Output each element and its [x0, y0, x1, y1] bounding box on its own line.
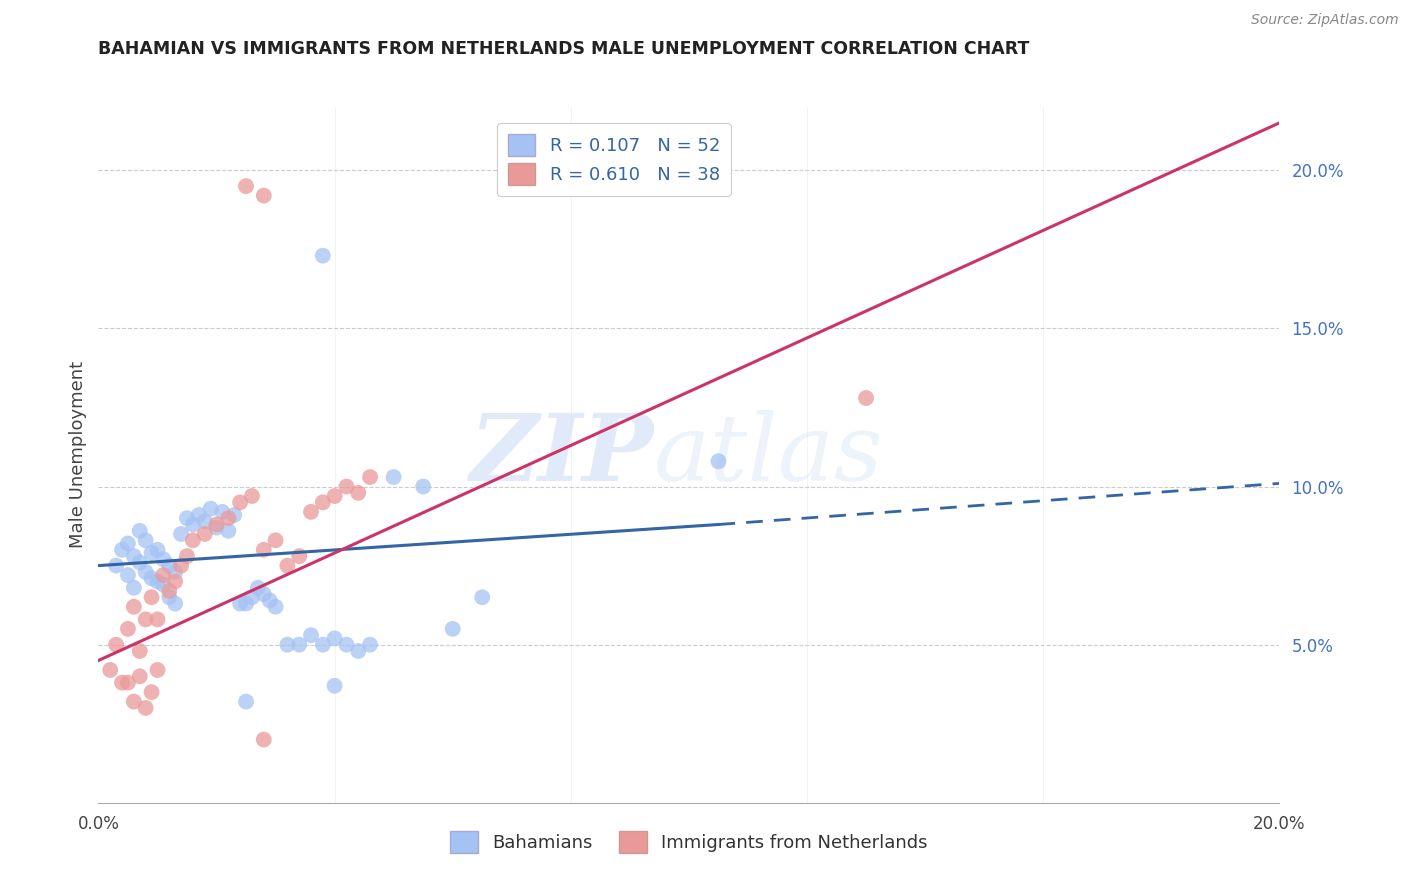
Point	[135, 565, 157, 579]
Text: BAHAMIAN VS IMMIGRANTS FROM NETHERLANDS MALE UNEMPLOYMENT CORRELATION CHART: BAHAMIAN VS IMMIGRANTS FROM NETHERLANDS …	[98, 40, 1029, 58]
Text: ZIP: ZIP	[470, 410, 654, 500]
Point	[312, 249, 335, 263]
Point	[194, 527, 217, 541]
Point	[152, 552, 174, 566]
Point	[288, 549, 311, 563]
Point	[253, 732, 276, 747]
Point	[471, 591, 494, 605]
Point	[235, 597, 257, 611]
Point	[128, 669, 150, 683]
Point	[117, 622, 139, 636]
Point	[146, 663, 169, 677]
Point	[152, 568, 174, 582]
Point	[229, 495, 252, 509]
Point	[217, 524, 239, 538]
Point	[276, 558, 298, 573]
Point	[111, 542, 134, 557]
Point	[165, 574, 187, 589]
Point	[165, 565, 187, 579]
Point	[253, 587, 276, 601]
Point	[128, 644, 150, 658]
Point	[217, 511, 239, 525]
Point	[224, 508, 246, 522]
Point	[276, 638, 298, 652]
Point	[146, 542, 169, 557]
Point	[117, 675, 139, 690]
Point	[157, 558, 180, 573]
Point	[200, 501, 222, 516]
Point	[135, 701, 157, 715]
Point	[205, 521, 228, 535]
Point	[141, 546, 163, 560]
Point	[264, 533, 287, 548]
Point	[98, 663, 121, 677]
Point	[312, 638, 335, 652]
Point	[359, 470, 381, 484]
Point	[246, 581, 269, 595]
Point	[299, 505, 322, 519]
Point	[117, 568, 139, 582]
Point	[253, 188, 276, 202]
Point	[135, 533, 157, 548]
Point	[105, 558, 128, 573]
Y-axis label: Male Unemployment: Male Unemployment	[69, 361, 87, 549]
Point	[229, 597, 252, 611]
Point	[122, 695, 145, 709]
Point	[382, 470, 405, 484]
Point	[235, 695, 257, 709]
Point	[146, 612, 169, 626]
Point	[323, 679, 346, 693]
Point	[122, 581, 145, 595]
Point	[176, 511, 198, 525]
Point	[157, 591, 180, 605]
Point	[128, 556, 150, 570]
Point	[181, 517, 204, 532]
Point	[105, 638, 128, 652]
Point	[347, 486, 370, 500]
Point	[194, 514, 217, 528]
Point	[299, 628, 322, 642]
Point	[122, 599, 145, 614]
Point	[359, 638, 381, 652]
Point	[347, 644, 370, 658]
Point	[128, 524, 150, 538]
Point	[288, 638, 311, 652]
Point	[141, 571, 163, 585]
Point	[335, 479, 357, 493]
Point	[240, 591, 263, 605]
Point	[146, 574, 169, 589]
Point	[157, 583, 180, 598]
Point	[335, 638, 357, 652]
Point	[170, 558, 193, 573]
Point	[240, 489, 263, 503]
Point	[312, 495, 335, 509]
Point	[441, 622, 464, 636]
Point	[323, 489, 346, 503]
Point	[135, 612, 157, 626]
Point	[170, 527, 193, 541]
Point	[111, 675, 134, 690]
Point	[253, 542, 276, 557]
Point	[264, 599, 287, 614]
Point	[259, 593, 281, 607]
Point	[412, 479, 434, 493]
Point	[176, 549, 198, 563]
Point	[211, 505, 233, 519]
Text: atlas: atlas	[654, 410, 883, 500]
Point	[205, 517, 228, 532]
Point	[165, 597, 187, 611]
Point	[323, 632, 346, 646]
Legend: Bahamians, Immigrants from Netherlands: Bahamians, Immigrants from Netherlands	[443, 823, 935, 860]
Point	[122, 549, 145, 563]
Point	[187, 508, 209, 522]
Text: Source: ZipAtlas.com: Source: ZipAtlas.com	[1251, 13, 1399, 28]
Point	[141, 685, 163, 699]
Point	[855, 391, 877, 405]
Point	[152, 577, 174, 591]
Point	[141, 591, 163, 605]
Point	[117, 536, 139, 550]
Point	[707, 454, 730, 468]
Point	[235, 179, 257, 194]
Point	[181, 533, 204, 548]
